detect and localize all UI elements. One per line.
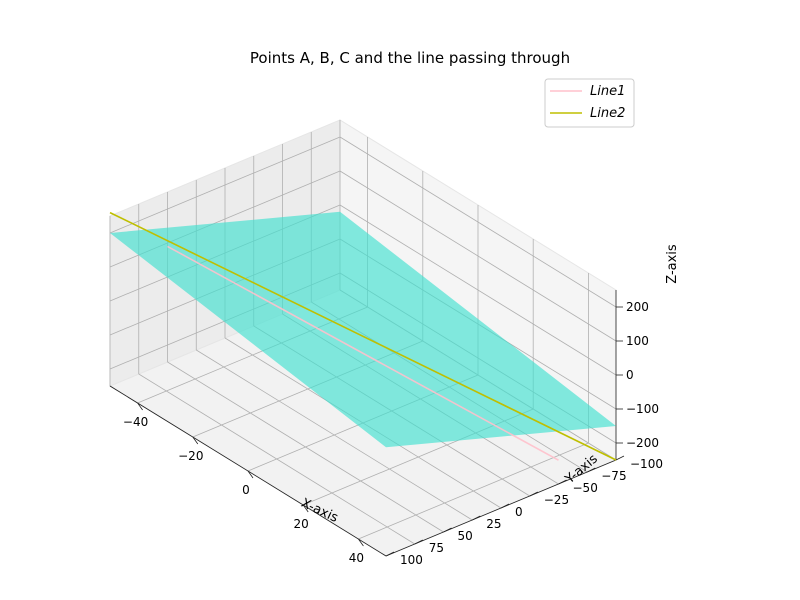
y-tick-label: −25: [544, 493, 569, 507]
z-tick-label: −100: [626, 402, 659, 416]
y-tick: [529, 491, 538, 497]
y-tick: [443, 527, 452, 533]
y-tick: [500, 503, 510, 509]
y-tick-label: 0: [515, 505, 523, 519]
y-tick: [615, 455, 625, 461]
x-tick-label: 40: [349, 551, 364, 565]
chart-title: Points A, B, C and the line passing thro…: [250, 49, 570, 67]
y-tick: [414, 539, 423, 545]
y-gridline: [167, 361, 444, 533]
y-gridline: [138, 373, 415, 545]
z-gridline: [339, 204, 617, 376]
x-tick: [192, 436, 199, 445]
y-tick-label: −75: [601, 469, 626, 483]
x-tick: [358, 538, 364, 547]
data-layer: [109, 211, 617, 461]
z-tick-label: 200: [626, 300, 649, 314]
y-tick-label: −100: [630, 457, 663, 471]
z-gridline: [109, 136, 341, 234]
z-gridline: [339, 170, 617, 342]
x-tick-label: 0: [242, 483, 250, 497]
x-tick-label: −20: [178, 449, 203, 463]
plane-surface: [110, 211, 616, 448]
z-tick-label: 0: [626, 368, 634, 382]
y-tick-label: 100: [400, 553, 423, 567]
z-tick-label: −200: [626, 436, 659, 450]
z-axis-title: Z-axis: [665, 244, 680, 284]
y-gridline: [196, 349, 473, 521]
z-gridline: [339, 136, 617, 308]
legend-line2-label: Line2: [590, 106, 625, 121]
y-tick: [587, 467, 596, 473]
axis-ticks: −40−2002040−100−75−50−250255075100−200−1…: [109, 290, 663, 567]
y-tick-label: −50: [573, 481, 598, 495]
x-tick-label: 20: [294, 517, 309, 531]
y-tick: [558, 479, 567, 485]
x-tick: [302, 504, 309, 513]
y-tick-label: 50: [458, 529, 473, 543]
x-tick-label: −40: [123, 415, 148, 429]
y-tick-label: 25: [486, 517, 501, 531]
y-tick: [385, 551, 395, 557]
x-tick: [247, 470, 254, 479]
y-tick: [472, 515, 481, 521]
series-1-line: [167, 245, 559, 461]
y-tick-label: 75: [429, 541, 444, 555]
x-tick: [137, 402, 143, 411]
series-2-line: [109, 211, 617, 461]
z-tick-label: 100: [626, 334, 649, 348]
legend: Line1 Line2: [544, 78, 635, 128]
legend-line1-label: Line1: [590, 84, 625, 99]
